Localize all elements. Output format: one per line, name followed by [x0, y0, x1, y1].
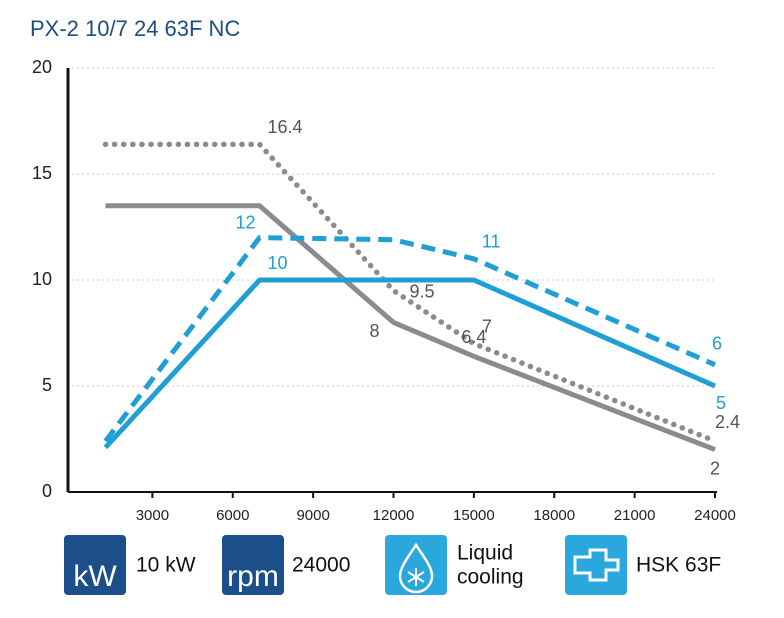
data-label: 12 — [236, 212, 256, 232]
spec-label: 10 kW — [136, 554, 196, 577]
data-label: 6 — [712, 334, 722, 354]
spindle-icon-box — [565, 535, 627, 595]
data-label: 5 — [716, 393, 726, 413]
data-label: 16.4 — [268, 117, 303, 137]
data-label: 11 — [482, 232, 501, 252]
data-label: 7 — [482, 316, 492, 336]
spec-icon-text: kW — [73, 560, 117, 593]
spec-label: HSK 63F — [636, 554, 721, 577]
data-label: 2.4 — [715, 412, 740, 432]
data-label: 10 — [268, 253, 288, 273]
x-tick-label: 6000 — [216, 507, 249, 524]
spec-label: cooling — [457, 566, 524, 589]
series-line — [105, 203, 716, 452]
chart-title: PX-2 10/7 24 63F NC — [30, 16, 240, 41]
x-tick-label: 12000 — [373, 507, 415, 524]
series-line — [103, 277, 717, 450]
spindle — [573, 548, 620, 582]
spec-label: 24000 — [292, 554, 350, 577]
rpm-icon-box — [222, 535, 284, 595]
y-tick-label: 5 — [42, 375, 52, 395]
x-tick-label: 21000 — [614, 507, 656, 524]
y-tick-label: 20 — [32, 57, 52, 77]
data-label: 6.4 — [461, 327, 486, 347]
droplet — [398, 542, 434, 594]
kw-icon-box — [64, 535, 126, 595]
y-tick-label: 0 — [42, 481, 52, 501]
series-line — [103, 235, 717, 443]
x-tick-label: 15000 — [453, 507, 495, 524]
x-tick-label: 9000 — [296, 507, 329, 524]
x-tick-label: 3000 — [136, 507, 169, 524]
y-tick-label: 15 — [32, 163, 52, 183]
data-label: 8 — [369, 321, 379, 341]
spec-icon-text: rpm — [227, 560, 279, 593]
spec-label: Liquid — [457, 542, 513, 565]
series-line — [102, 141, 718, 444]
data-label: 2 — [710, 458, 720, 478]
x-tick-label: 18000 — [533, 507, 575, 524]
snowflake — [407, 568, 425, 586]
y-tick-label: 10 — [32, 269, 52, 289]
x-tick-label: 24000 — [694, 507, 736, 524]
spec-icons — [64, 535, 627, 595]
data-label: 9.5 — [410, 281, 435, 301]
